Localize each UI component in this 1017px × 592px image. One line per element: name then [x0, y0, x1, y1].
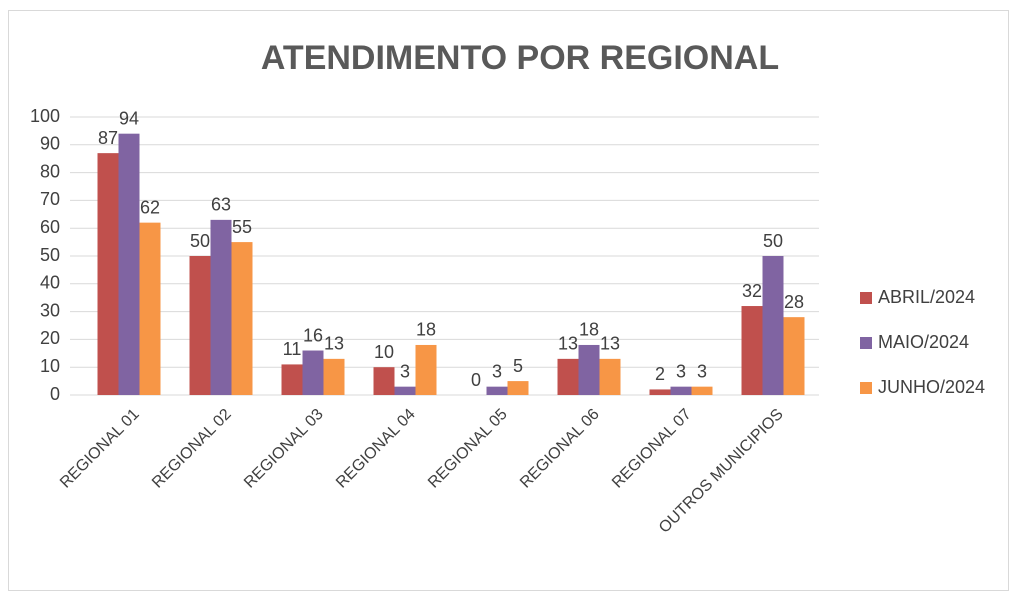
- bar: [323, 358, 345, 395]
- bar: [281, 364, 303, 395]
- bar: [557, 358, 579, 395]
- data-label: 2: [655, 364, 665, 384]
- bar: [189, 256, 211, 395]
- data-label: 3: [400, 361, 410, 381]
- bar: [599, 358, 621, 395]
- y-tick-label: 20: [40, 328, 60, 348]
- data-label: 28: [784, 292, 804, 312]
- y-tick-label: 60: [40, 217, 60, 237]
- data-label: 50: [763, 231, 783, 251]
- chart-title: ATENDIMENTO POR REGIONAL: [261, 39, 779, 77]
- bar: [231, 242, 253, 395]
- data-label: 3: [697, 361, 707, 381]
- legend-swatch: [860, 337, 872, 349]
- data-label: 18: [579, 320, 599, 340]
- bar: [118, 133, 140, 395]
- bar: [486, 386, 508, 395]
- y-tick-label: 50: [40, 245, 60, 265]
- data-label: 32: [742, 281, 762, 301]
- data-label: 13: [558, 334, 578, 354]
- bar: [394, 386, 416, 395]
- legend-label: JUNHO/2024: [878, 377, 985, 397]
- y-tick-label: 10: [40, 356, 60, 376]
- bar: [649, 389, 671, 395]
- legend-swatch: [860, 382, 872, 394]
- data-label: 13: [324, 334, 344, 354]
- y-tick-label: 30: [40, 300, 60, 320]
- bar: [97, 153, 119, 395]
- data-label: 87: [98, 128, 118, 148]
- bar: [762, 256, 784, 395]
- bar: [741, 306, 763, 395]
- bar: [670, 386, 692, 395]
- chart-frame: [8, 10, 1009, 591]
- bar: [578, 344, 600, 395]
- data-label: 50: [190, 231, 210, 251]
- data-label: 13: [600, 334, 620, 354]
- y-tick-label: 0: [50, 384, 60, 404]
- y-tick-label: 80: [40, 161, 60, 181]
- bar: [507, 381, 529, 395]
- data-label: 0: [471, 370, 481, 390]
- legend-label: ABRIL/2024: [878, 287, 975, 307]
- y-tick-label: 100: [30, 106, 60, 126]
- y-tick-label: 70: [40, 189, 60, 209]
- bar: [302, 350, 324, 395]
- data-label: 63: [211, 195, 231, 215]
- y-tick-label: 90: [40, 134, 60, 154]
- data-label: 55: [232, 217, 252, 237]
- bar: [415, 344, 437, 395]
- data-label: 62: [140, 197, 160, 217]
- bar: [783, 317, 805, 395]
- data-label: 16: [303, 325, 323, 345]
- y-tick-label: 40: [40, 273, 60, 293]
- bar: [139, 222, 161, 395]
- data-label: 94: [119, 108, 139, 128]
- data-label: 10: [374, 342, 394, 362]
- data-label: 18: [416, 320, 436, 340]
- bar: [373, 367, 395, 395]
- legend-label: MAIO/2024: [878, 332, 969, 352]
- bar: [691, 386, 713, 395]
- data-label: 3: [676, 361, 686, 381]
- bar: [210, 219, 232, 395]
- data-label: 11: [283, 339, 302, 359]
- data-label: 3: [492, 361, 502, 381]
- data-label: 5: [513, 356, 523, 376]
- legend-swatch: [860, 292, 872, 304]
